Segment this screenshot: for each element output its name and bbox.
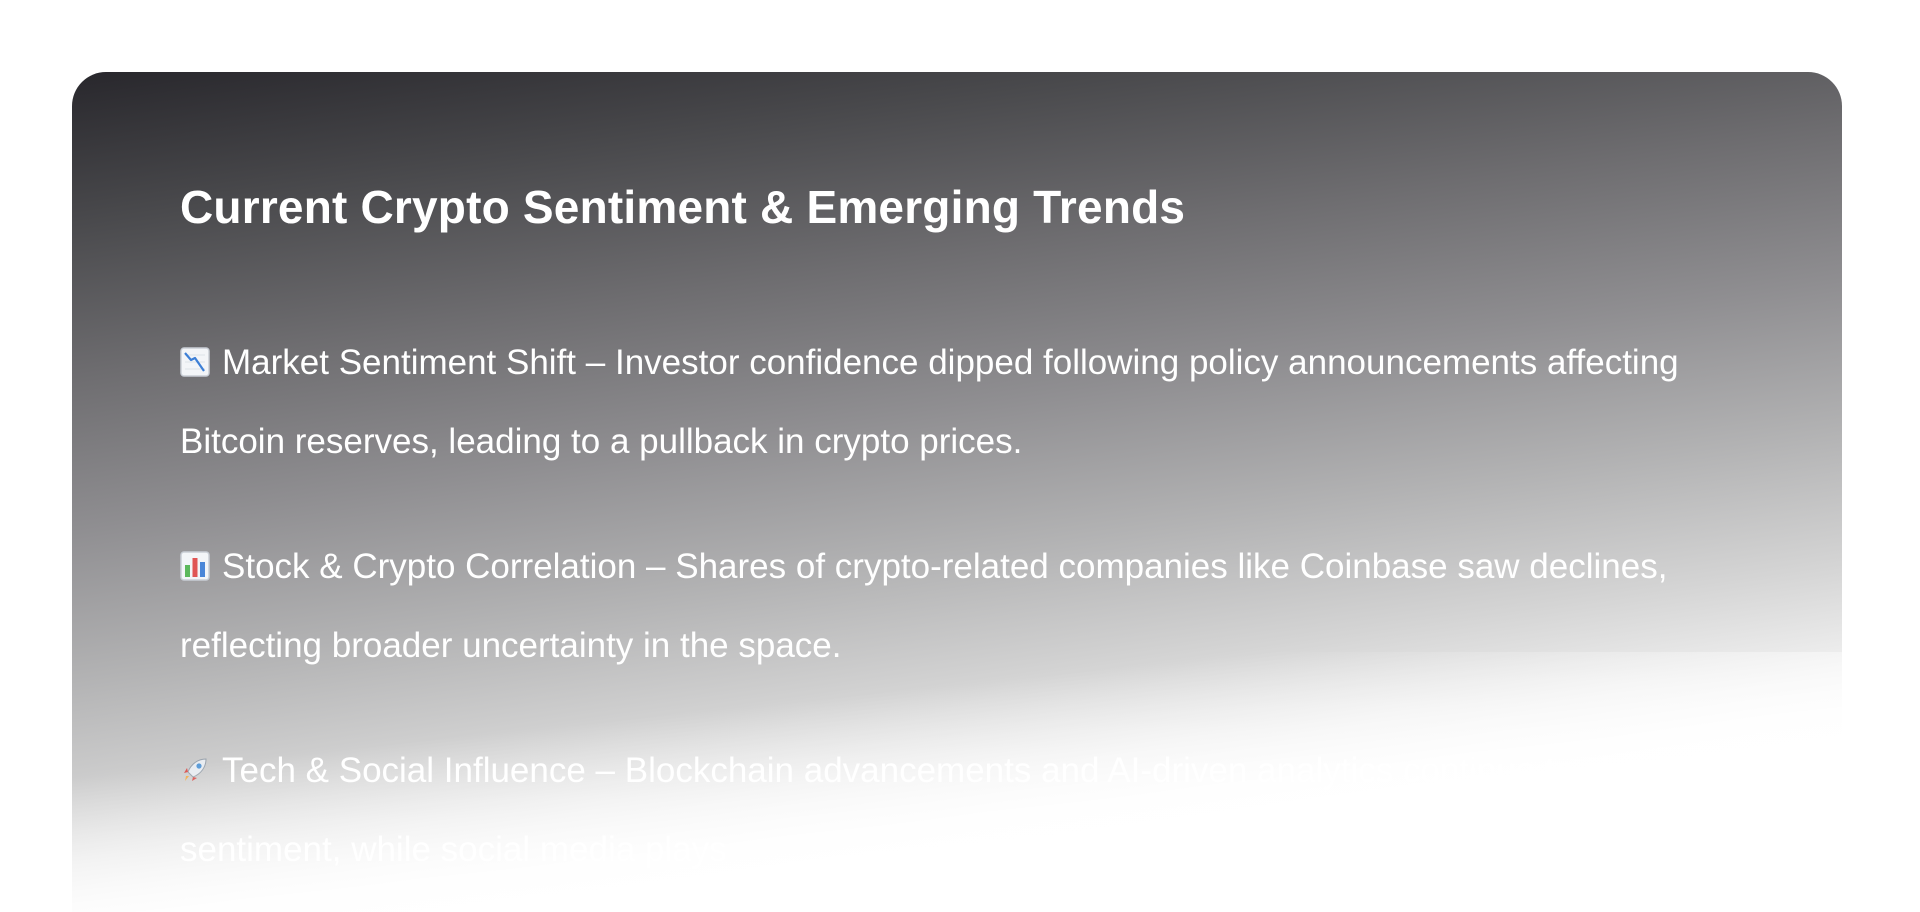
trend-item-market-sentiment: Market Sentiment Shift – Investor confid… [180,323,1740,481]
trend-separator: – [585,751,625,791]
rocket-icon [180,734,210,782]
card-content: Current Crypto Sentiment & Emerging Tren… [180,180,1740,912]
card-title: Current Crypto Sentiment & Emerging Tren… [180,181,1186,233]
sentiment-card: Current Crypto Sentiment & Emerging Tren… [72,72,1842,912]
trend-item-stock-correlation: Stock & Crypto Correlation – Shares of c… [180,527,1740,685]
bar-chart-icon [180,530,210,581]
trend-text: Investor confidence dipped following pol… [180,343,1679,462]
chart-decreasing-icon [180,326,210,377]
trend-list: Market Sentiment Shift – Investor confid… [180,323,1740,889]
trend-separator: – [576,343,615,383]
trend-item-tech-social: Tech & Social Influence – Blockchain adv… [180,731,1740,889]
trend-separator: – [636,547,676,587]
trend-heading: Tech & Social Influence [222,751,586,791]
trend-heading: Market Sentiment Shift [222,343,577,383]
trend-heading: Stock & Crypto Correlation [222,547,637,587]
